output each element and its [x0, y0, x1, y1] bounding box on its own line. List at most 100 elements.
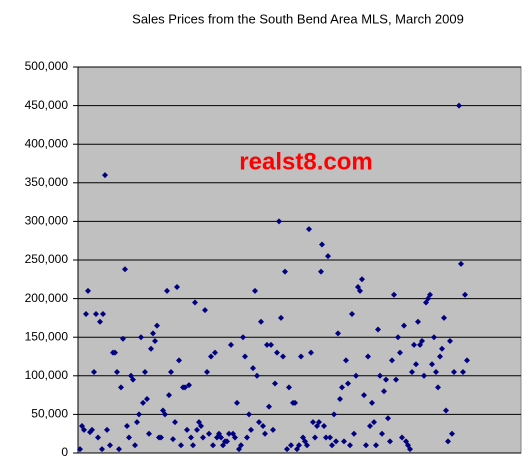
point — [445, 438, 451, 445]
point — [312, 434, 318, 441]
point — [447, 338, 453, 345]
point — [192, 299, 198, 306]
point — [413, 361, 419, 368]
point — [318, 268, 324, 275]
point — [254, 372, 260, 379]
point — [329, 442, 335, 449]
y-tick-label: 50,000 — [31, 407, 68, 421]
point — [427, 291, 433, 298]
point — [85, 287, 91, 294]
point — [351, 430, 357, 437]
point — [89, 426, 95, 433]
point — [188, 434, 194, 441]
point — [339, 384, 345, 391]
point — [114, 368, 120, 375]
point — [284, 446, 290, 453]
point — [154, 322, 160, 329]
y-tick-label: 200,000 — [25, 291, 69, 305]
point — [399, 434, 405, 441]
point — [323, 434, 329, 441]
point — [395, 334, 401, 341]
point — [391, 291, 397, 298]
point — [244, 434, 250, 441]
point — [190, 442, 196, 449]
point — [142, 368, 148, 375]
point — [274, 349, 280, 356]
point — [276, 218, 282, 225]
point — [138, 334, 144, 341]
point — [102, 172, 108, 179]
point — [168, 368, 174, 375]
point — [260, 422, 266, 429]
point — [298, 353, 304, 360]
point — [266, 403, 272, 410]
point — [387, 438, 393, 445]
point — [331, 411, 337, 418]
point — [95, 434, 101, 441]
point — [93, 311, 99, 318]
point — [150, 330, 156, 337]
y-tick-label: 450,000 — [25, 98, 69, 112]
point — [460, 368, 466, 375]
point — [184, 426, 190, 433]
point — [292, 399, 298, 406]
point — [136, 411, 142, 418]
point — [361, 392, 367, 399]
point — [437, 353, 443, 360]
y-tick-label: 0 — [61, 445, 68, 459]
point — [164, 287, 170, 294]
point — [419, 338, 425, 345]
point — [116, 446, 122, 453]
point — [124, 422, 130, 429]
point — [200, 434, 206, 441]
point — [439, 345, 445, 352]
point — [456, 102, 462, 109]
point — [407, 446, 413, 453]
point — [401, 322, 407, 329]
point — [182, 384, 188, 391]
point — [206, 430, 212, 437]
point — [176, 357, 182, 364]
y-tick-label: 100,000 — [25, 368, 69, 382]
point — [462, 291, 468, 298]
point — [202, 307, 208, 314]
point — [172, 419, 178, 426]
point — [174, 284, 180, 291]
point — [433, 368, 439, 375]
point — [343, 357, 349, 364]
point — [228, 341, 234, 348]
y-tick-label: 400,000 — [25, 136, 69, 150]
point — [258, 318, 264, 325]
point — [333, 438, 339, 445]
point — [208, 353, 214, 360]
point — [100, 311, 106, 318]
annotation: realst8.com — [239, 148, 372, 175]
point — [278, 314, 284, 321]
point — [252, 287, 258, 294]
point — [126, 434, 132, 441]
point — [357, 287, 363, 294]
point — [421, 372, 427, 379]
point — [316, 419, 322, 426]
point — [375, 326, 381, 333]
point — [411, 341, 417, 348]
point — [162, 411, 168, 418]
chart-title: Sales Prices from the South Bend Area ML… — [132, 11, 464, 26]
point — [158, 434, 164, 441]
point — [296, 442, 302, 449]
point — [122, 266, 128, 273]
point — [349, 311, 355, 318]
point — [306, 226, 312, 233]
y-tick-label: 300,000 — [25, 214, 69, 228]
y-tick-label: 350,000 — [25, 175, 69, 189]
point — [152, 338, 158, 345]
point — [262, 430, 268, 437]
point — [112, 349, 118, 356]
point — [224, 438, 230, 445]
point — [166, 392, 172, 399]
point — [304, 442, 310, 449]
point — [77, 446, 83, 453]
point — [286, 384, 292, 391]
point — [250, 365, 256, 372]
